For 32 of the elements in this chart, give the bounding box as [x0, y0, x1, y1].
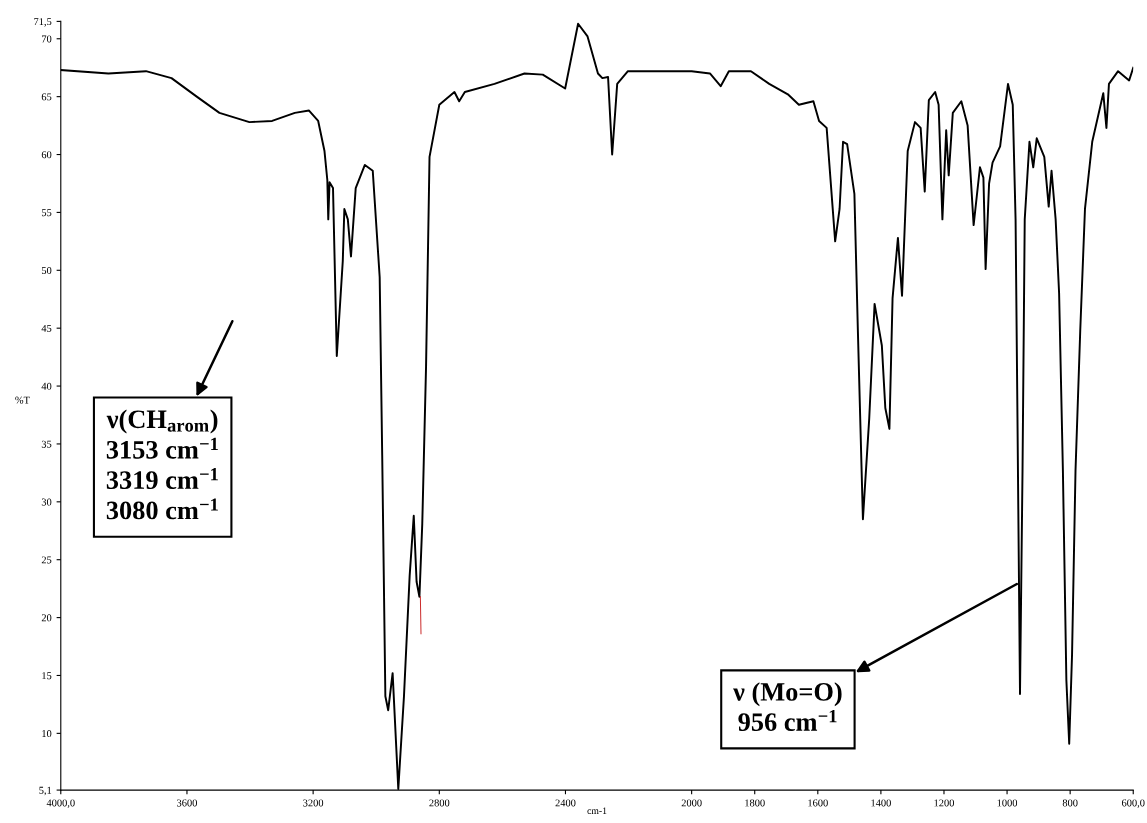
x-tick-label: 1400: [871, 799, 891, 807]
x-tick-label: 3600: [177, 799, 197, 807]
x-tick-label: 2400: [555, 799, 576, 807]
y-tick-label: 35: [41, 440, 52, 448]
x-tick-label: 1000: [997, 799, 1018, 807]
y-tick-label: 10: [42, 730, 52, 738]
x-tick-label: 2000: [681, 799, 702, 807]
y-tick-label: 65: [41, 93, 52, 101]
x-tick-label: 1200: [934, 799, 954, 807]
y-tick-label: 40: [41, 382, 52, 390]
y-tick-label: 60: [41, 151, 52, 159]
x-tick-label: 4000,0: [46, 799, 75, 808]
annotation: ν (Mo=O) 956 cm$^{−1}$: [733, 682, 842, 731]
y-tick-label: 45: [41, 324, 52, 332]
y-tick-label: 15: [42, 672, 52, 680]
y-tick-label: 25: [41, 556, 52, 564]
y-tick-label: 70: [42, 35, 52, 43]
x-axis-title: cm-1: [587, 807, 607, 815]
x-tick-label: 3200: [303, 799, 324, 807]
y-tick-label: 30: [41, 498, 52, 506]
y-tick-label: 55: [41, 209, 52, 217]
y-tick-label: 71,5: [34, 18, 52, 27]
x-tick-label: 800: [1062, 799, 1078, 807]
text: ν(CH$_{arom}$) 3153 cm$^{−1}$ 3319 cm$^{−1}$ 3080 cm$^{−1}$: [106, 409, 218, 520]
x-tick-label: 2800: [429, 799, 450, 807]
y-axis-title: %T: [15, 396, 30, 404]
y-tick-label: 20: [41, 614, 52, 622]
y-tick-label: 50: [41, 266, 52, 275]
x-tick-label: 1800: [745, 799, 765, 807]
y-tick-label: 5,1: [39, 786, 52, 796]
x-tick-label: 1600: [808, 799, 828, 807]
x-tick-label: 600,0: [1121, 799, 1145, 808]
